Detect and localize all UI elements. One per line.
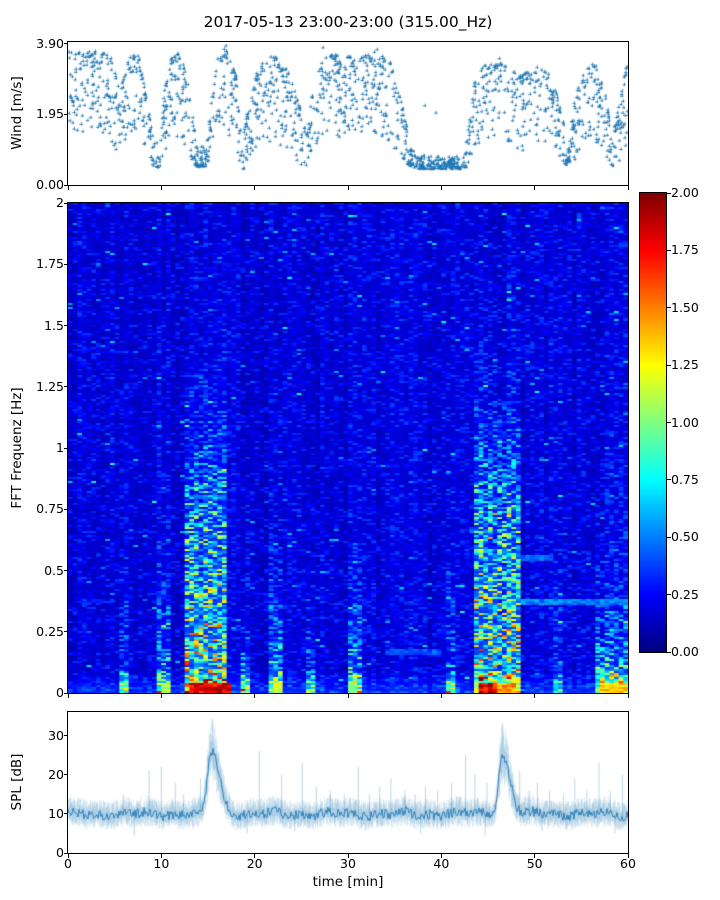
y-tick-label: 1.5 (44, 317, 64, 333)
spl-canvas (68, 712, 628, 853)
y-tick-mark (64, 325, 68, 326)
colorbar (639, 192, 667, 653)
y-tick-label: 0.00 (36, 176, 64, 192)
x-tick-label: 0 (64, 856, 72, 871)
y-tick-mark (64, 263, 68, 265)
y-tick-mark (64, 184, 68, 186)
y-tick-mark (64, 631, 68, 633)
y-tick-label: 0 (56, 684, 64, 700)
y-tick-label: 1 (56, 439, 64, 455)
colorbar-tick-label: 1.75 (671, 242, 699, 258)
x-tick-mark (254, 854, 256, 858)
y-tick-mark (64, 508, 68, 510)
x-tick-mark (160, 186, 162, 190)
x-tick-mark (347, 186, 349, 190)
colorbar-tick-label: 1.25 (671, 356, 699, 372)
y-tick-mark (64, 735, 68, 736)
y-tick-mark (64, 447, 68, 449)
y-tick-mark (64, 813, 68, 815)
x-tick-label: 40 (433, 856, 450, 871)
spectrogram-canvas (68, 203, 628, 693)
y-tick-mark (64, 852, 68, 854)
y-tick-mark (64, 43, 68, 45)
x-tick-label: 60 (620, 856, 636, 871)
x-tick-mark (67, 694, 69, 698)
y-tick-label: 20 (48, 766, 64, 782)
y-tick-mark (64, 692, 68, 694)
x-tick-mark (160, 854, 162, 858)
x-tick-label: 20 (246, 856, 263, 871)
x-tick-mark (627, 694, 629, 698)
x-tick-mark (440, 854, 442, 858)
x-tick-mark (347, 854, 349, 858)
spectrogram-y-axis-label: FFT Frequenz [Hz] (9, 387, 25, 509)
x-tick-mark (440, 186, 442, 190)
x-tick-mark (627, 186, 629, 190)
y-tick-label: 2 (56, 194, 64, 210)
y-tick-label: 30 (48, 727, 64, 743)
colorbar-tick-label: 0.25 (671, 586, 699, 602)
y-tick-label: 0.5 (44, 562, 64, 578)
colorbar-tick-mark (667, 422, 671, 423)
y-tick-label: 3.90 (36, 35, 64, 51)
colorbar-tick-label: 2.00 (671, 184, 699, 200)
y-tick-label: 1.75 (36, 256, 64, 271)
colorbar-tick-label: 0.50 (671, 529, 699, 544)
spl-y-axis-label: SPL [dB] (9, 753, 25, 811)
colorbar-tick-mark (667, 364, 671, 366)
x-tick-mark (254, 186, 256, 190)
wind-scatter-canvas (68, 42, 628, 185)
y-tick-label: 10 (48, 805, 64, 821)
y-tick-label: 0.75 (36, 501, 64, 516)
y-tick-mark (64, 113, 68, 115)
x-tick-mark (67, 186, 69, 190)
y-tick-label: 0 (56, 844, 64, 860)
colorbar-tick-label: 0.00 (671, 643, 699, 659)
spl-line-plot (67, 711, 629, 854)
y-tick-mark (64, 570, 68, 571)
y-tick-mark (64, 386, 68, 388)
colorbar-tick-mark (667, 536, 671, 538)
colorbar-tick-mark (667, 651, 671, 653)
x-tick-mark (160, 694, 162, 698)
x-tick-mark (440, 694, 442, 698)
colorbar-tick-label: 1.50 (671, 299, 699, 315)
y-tick-label: 0.25 (36, 623, 64, 639)
y-tick-label: 1.95 (36, 106, 64, 122)
colorbar-tick-mark (667, 192, 671, 194)
x-tick-mark (254, 694, 256, 698)
colorbar-tick-mark (667, 249, 671, 251)
colorbar-tick-mark (667, 479, 671, 481)
x-tick-mark (534, 186, 536, 190)
x-tick-label: 10 (153, 856, 170, 871)
colorbar-tick-mark (667, 307, 671, 309)
figure-title: 2017-05-13 23:00-23:00 (315.00_Hz) (203, 13, 493, 31)
x-tick-label: 50 (526, 856, 543, 871)
y-tick-mark (64, 202, 68, 204)
x-tick-mark (627, 854, 629, 858)
x-tick-mark (67, 854, 69, 858)
y-tick-mark (64, 774, 68, 776)
colorbar-tick-label: 1.00 (671, 414, 699, 430)
wind-y-axis-label: Wind [m/s] (9, 76, 25, 150)
x-tick-label: 30 (340, 856, 356, 871)
colorbar-tick-label: 0.75 (671, 471, 699, 487)
colorbar-canvas (640, 193, 666, 652)
x-tick-mark (534, 694, 536, 698)
x-axis-label: time [min] (312, 874, 384, 890)
x-tick-mark (347, 694, 349, 698)
wind-scatter-plot (67, 41, 629, 186)
colorbar-tick-mark (667, 594, 671, 596)
x-tick-mark (534, 854, 536, 858)
y-tick-label: 1.25 (36, 378, 64, 394)
fft-spectrogram-plot (67, 202, 629, 694)
